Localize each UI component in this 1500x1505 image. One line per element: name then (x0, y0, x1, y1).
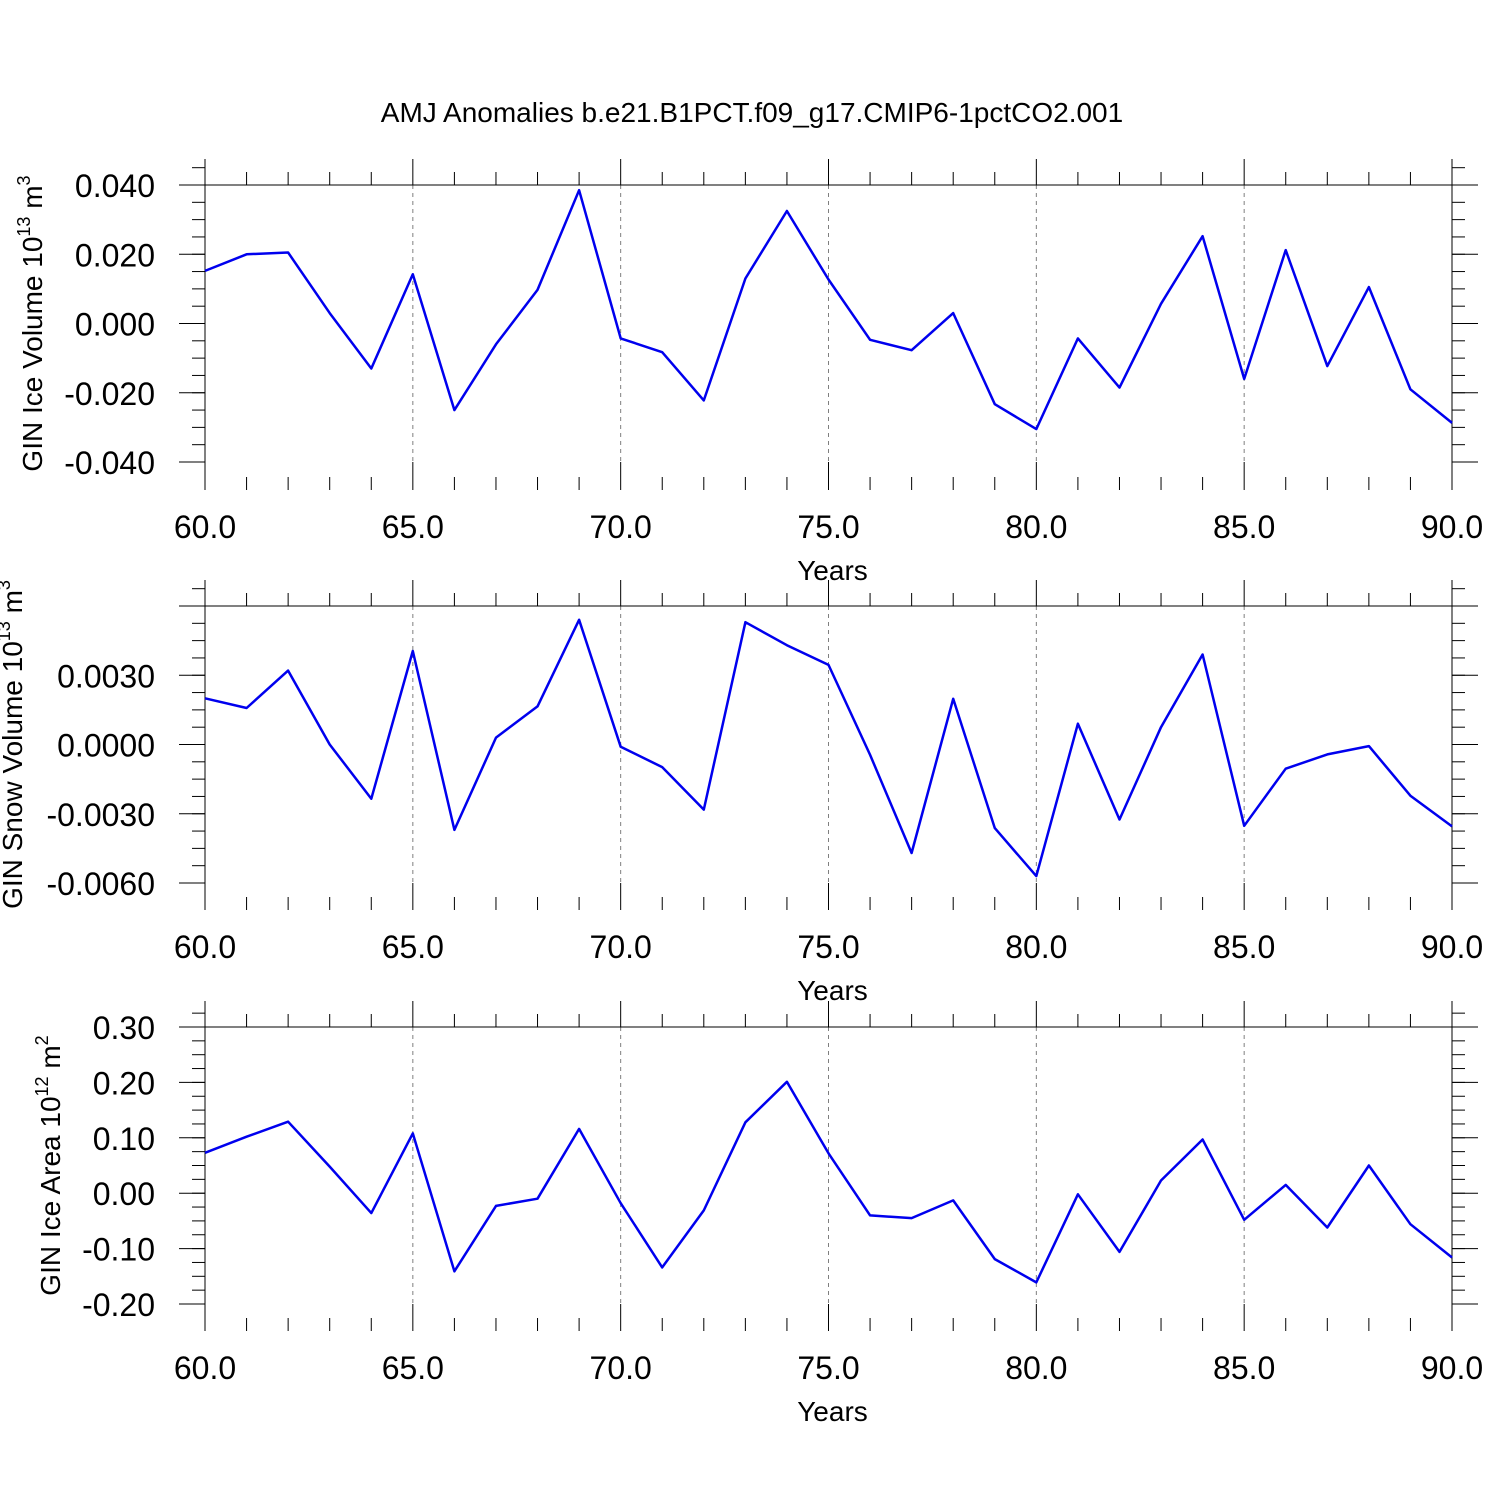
x-axis-label: Years (797, 975, 868, 1006)
x-tick-label: 80.0 (1005, 509, 1067, 545)
x-tick-label: 85.0 (1213, 929, 1275, 965)
y-tick-label: -0.20 (82, 1287, 155, 1323)
x-tick-label: 85.0 (1213, 1350, 1275, 1386)
y-axis-label: GIN Snow Volume 1013 m3 (0, 580, 28, 909)
y-tick-label: 0.040 (75, 168, 155, 204)
y-tick-label: -0.020 (64, 376, 155, 412)
y-tick-label: 0.00 (93, 1176, 155, 1212)
y-tick-label: 0.30 (93, 1010, 155, 1046)
x-axis-label: Years (797, 555, 868, 586)
x-tick-label: 90.0 (1421, 1350, 1483, 1386)
x-tick-label: 75.0 (797, 1350, 859, 1386)
x-tick-label: 70.0 (590, 1350, 652, 1386)
series-line (204, 188, 1453, 431)
panel-1: -0.040 -0.020 0.000 0.020 0.040 60.0 65.0 70.0 7… (14, 159, 1483, 586)
x-axis-label: Years (797, 1396, 868, 1427)
x-tick-label: 75.0 (797, 509, 859, 545)
y-tick-label: -0.10 (82, 1232, 155, 1268)
x-tick-label: 75.0 (797, 929, 859, 965)
y-tick-label: 0.020 (75, 237, 155, 273)
series-line (204, 618, 1453, 878)
y-tick-label: 0.20 (93, 1065, 155, 1101)
y-axis-label: GIN Ice Area 1012 m2 (32, 1035, 66, 1295)
x-tick-label: 90.0 (1421, 509, 1483, 545)
y-tick-label: 0.10 (93, 1121, 155, 1157)
x-tick-label: 85.0 (1213, 509, 1275, 545)
x-tick-label: 80.0 (1005, 1350, 1067, 1386)
panel-3: -0.20 -0.10 0.00 0.10 0.20 0.30 60.0 65.0 70.0 75… (32, 1001, 1483, 1427)
x-tick-label: 65.0 (382, 509, 444, 545)
series-line (204, 1080, 1453, 1284)
x-tick-label: 60.0 (174, 929, 236, 965)
y-tick-label: 0.0030 (57, 658, 155, 694)
y-tick-label: -0.040 (64, 445, 155, 481)
y-axis-label: GIN Ice Volume 1013 m3 (14, 175, 48, 471)
x-tick-label: 65.0 (382, 1350, 444, 1386)
x-tick-label: 90.0 (1421, 929, 1483, 965)
panel-2: -0.0060 -0.0030 0.0000 0.0030 60.0 65.0 70.0 75… (0, 580, 1483, 1006)
x-tick-label: 60.0 (174, 1350, 236, 1386)
y-tick-label: -0.0060 (46, 866, 155, 902)
y-tick-label: -0.0030 (46, 797, 155, 833)
figure-title: AMJ Anomalies b.e21.B1PCT.f09_g17.CMIP6-… (381, 97, 1123, 128)
x-tick-label: 60.0 (174, 509, 236, 545)
y-tick-label: 0.000 (75, 307, 155, 343)
y-tick-label: 0.0000 (57, 728, 155, 764)
x-tick-label: 65.0 (382, 929, 444, 965)
x-tick-label: 80.0 (1005, 929, 1067, 965)
x-tick-label: 70.0 (590, 509, 652, 545)
x-tick-label: 70.0 (590, 929, 652, 965)
